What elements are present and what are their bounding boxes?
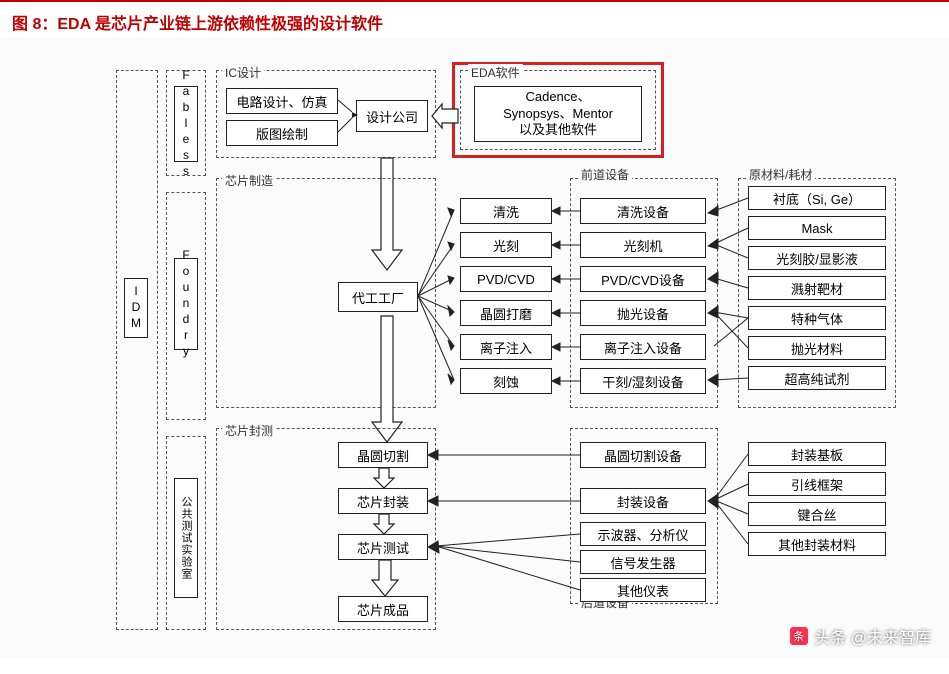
arrow-eda-to-design <box>432 102 458 130</box>
arrow-backequip-to-pkg <box>428 442 580 602</box>
node-mat-m3: 光刻胶/显影液 <box>748 246 886 270</box>
node-be-b3: 示波器、分析仪 <box>580 522 706 546</box>
node-pm-k2: 引线框架 <box>748 472 886 496</box>
node-pm-k3: 键合丝 <box>748 502 886 526</box>
label-eda: EDA软件 <box>468 64 523 81</box>
arrow-equip-to-process <box>552 198 580 398</box>
arrow-icdesign-merge <box>338 94 358 138</box>
figure-title: 图 8：EDA 是芯片产业链上游依赖性极强的设计软件 <box>12 16 383 33</box>
label-front-equip: 前道设备 <box>578 166 632 183</box>
node-process-p5: 离子注入 <box>460 334 552 360</box>
node-fe-e5: 离子注入设备 <box>580 334 706 360</box>
node-process-p2: 光刻 <box>460 232 552 258</box>
node-mat-m6: 抛光材料 <box>748 336 886 360</box>
figure-title-bar: 图 8：EDA 是芯片产业链上游依赖性极强的设计软件 <box>0 0 949 38</box>
node-mat-m5: 特种气体 <box>748 306 886 330</box>
node-process-p4: 晶圆打磨 <box>460 300 552 326</box>
rail-public: 公共测试实验室 <box>174 478 198 598</box>
node-mat-m1: 衬底（Si, Ge） <box>748 186 886 210</box>
arrow-foundry-fan <box>418 198 462 398</box>
node-pm-k4: 其他封装材料 <box>748 532 886 556</box>
node-process-p3: PVD/CVD <box>460 266 552 292</box>
arrow-materials-to-equip <box>706 186 748 398</box>
label-ic-design: IC设计 <box>222 64 264 81</box>
node-circuit-design: 电路设计、仿真 <box>226 88 338 114</box>
node-eda-list: Cadence、 Synopsys、Mentor 以及其他软件 <box>474 86 642 142</box>
arrow-foundry-to-pkg <box>372 316 402 442</box>
label-materials: 原材料/耗材 <box>746 166 815 183</box>
node-layout-draw: 版图绘制 <box>226 120 338 146</box>
label-chip-test: 芯片封测 <box>222 422 276 439</box>
arrow-f2-f3 <box>374 514 394 534</box>
rail-idm-group <box>116 70 158 630</box>
node-pkg-f1: 晶圆切割 <box>338 442 428 468</box>
label-chip-mfg: 芯片制造 <box>222 172 276 189</box>
node-pkg-f4: 芯片成品 <box>338 596 428 622</box>
node-fe-e3: PVD/CVD设备 <box>580 266 706 292</box>
node-fe-e4: 抛光设备 <box>580 300 706 326</box>
node-fe-e6: 干刻/湿刻设备 <box>580 368 706 394</box>
watermark: 头条 @未来智库 <box>790 624 931 648</box>
node-mat-m2: Mask <box>748 216 886 240</box>
node-foundry-fab: 代工工厂 <box>338 282 418 312</box>
node-fe-e2: 光刻机 <box>580 232 706 258</box>
node-be-b5: 其他仪表 <box>580 578 706 602</box>
node-process-p1: 清洗 <box>460 198 552 224</box>
node-pm-k1: 封装基板 <box>748 442 886 466</box>
node-fe-e1: 清洗设备 <box>580 198 706 224</box>
arrow-f3-f4 <box>372 560 398 596</box>
watermark-text: 头条 @未来智库 <box>814 624 931 648</box>
toutiao-icon <box>790 627 808 645</box>
node-mat-m4: 溅射靶材 <box>748 276 886 300</box>
diagram-canvas: IDM Fabless Foundry 公共测试实验室 IC设计 电路设计、仿真… <box>0 38 949 658</box>
node-mat-m7: 超高纯试剂 <box>748 366 886 390</box>
arrow-pkgmat-to-b2 <box>706 442 748 562</box>
arrow-f1-f2 <box>374 468 394 488</box>
rail-fabless: Fabless <box>174 86 198 162</box>
rail-foundry: Foundry <box>174 258 198 350</box>
node-design-company: 设计公司 <box>356 100 428 132</box>
node-be-b4: 信号发生器 <box>580 550 706 574</box>
rail-idm: IDM <box>124 278 148 338</box>
node-pkg-f2: 芯片封装 <box>338 488 428 514</box>
node-process-p6: 刻蚀 <box>460 368 552 394</box>
node-be-b1: 晶圆切割设备 <box>580 442 706 468</box>
node-be-b2: 封装设备 <box>580 488 706 514</box>
node-pkg-f3: 芯片测试 <box>338 534 428 560</box>
